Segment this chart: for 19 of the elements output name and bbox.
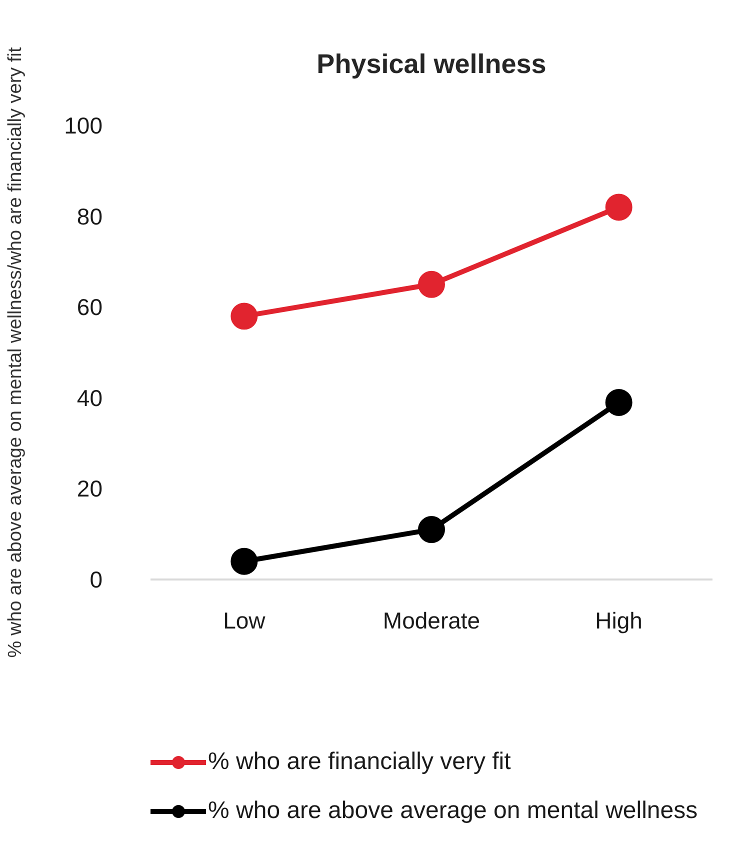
y-tick-label: 100	[64, 112, 102, 138]
point	[418, 516, 445, 544]
point	[418, 270, 445, 298]
y-axis-title: % who are above average on mental wellness/who are financially very fit	[5, 46, 26, 658]
point	[605, 194, 632, 221]
chart-title: Physical wellness	[316, 49, 546, 79]
y-tick-label: 60	[76, 294, 103, 320]
legend-label: % who are financially very fit	[208, 748, 511, 776]
y-tick-label: 0	[90, 566, 103, 592]
legend-label: % who are above average on mental wellness	[208, 797, 698, 825]
y-tick-label: 80	[76, 203, 103, 230]
point	[605, 388, 632, 416]
x-tick-label: Moderate	[382, 608, 480, 634]
x-tick-label: High	[595, 608, 642, 634]
y-tick-label: 20	[76, 476, 103, 502]
point	[230, 302, 258, 330]
y-tick-label: 40	[76, 384, 103, 411]
x-tick-label: Low	[223, 608, 266, 634]
point	[230, 548, 258, 575]
